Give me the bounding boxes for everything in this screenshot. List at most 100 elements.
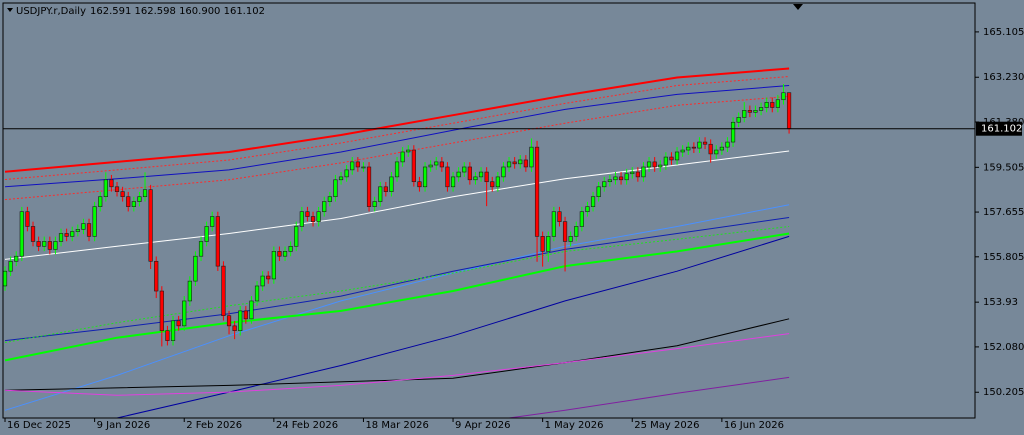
y-tick-label: 165.105 [983, 27, 1024, 38]
candle-body [635, 171, 640, 178]
candle-body [322, 201, 327, 213]
indicator-line [4, 226, 790, 343]
candle-body [590, 196, 596, 207]
candle-body [652, 161, 657, 168]
candle-body [546, 236, 551, 252]
x-tick-label: 24 Feb 2026 [276, 420, 338, 431]
indicator-line [4, 76, 790, 180]
candle-body [434, 161, 439, 166]
candle-body [75, 229, 80, 232]
x-tick-label: 16 Dec 2025 [7, 420, 71, 431]
candle-body [574, 226, 579, 237]
candle-body [674, 151, 680, 161]
candle-body [266, 275, 271, 280]
candle-body [338, 176, 344, 181]
candle-body [456, 171, 461, 178]
candle-body [232, 325, 237, 331]
indicator-line [4, 217, 790, 342]
candle-body [691, 146, 696, 149]
candle-body [473, 176, 478, 181]
candle-body [350, 161, 355, 171]
y-tick-label: 157.655 [983, 207, 1024, 218]
candle-body [42, 241, 47, 247]
candle-body [260, 275, 265, 287]
candle-body [86, 223, 92, 237]
candle-body [663, 156, 668, 166]
candle-body [114, 186, 120, 192]
candle-body [159, 290, 164, 331]
x-tick-label: 9 Apr 2026 [455, 420, 510, 431]
candle-body [764, 102, 769, 108]
candle-body [529, 146, 534, 168]
candle-body [641, 166, 646, 178]
candle-body [383, 186, 388, 192]
candle-body [310, 216, 316, 222]
candle-body [714, 149, 719, 155]
candle-body [238, 310, 243, 331]
candle-body [131, 201, 136, 207]
candle-body [366, 166, 372, 207]
candle-body [103, 179, 108, 198]
candle-body [747, 110, 752, 113]
candle-body [226, 315, 232, 327]
x-tick-label: 1 May 2026 [545, 420, 604, 431]
candle-body [478, 171, 484, 178]
candle-body [450, 176, 456, 188]
candle-body [719, 146, 724, 151]
x-tick-label: 2 Feb 2026 [186, 420, 242, 431]
last-price-box [976, 121, 1022, 136]
candle-body [501, 166, 506, 178]
candle-body [137, 196, 142, 202]
candle-body [25, 211, 30, 227]
candle-body [394, 161, 400, 178]
chart-title: USDJPY.r,Daily [16, 6, 86, 17]
candle-body [176, 320, 181, 327]
ohlc-readout: 162.591 162.598 160.900 161.102 [90, 6, 265, 17]
indicator-line [4, 318, 790, 391]
candle-body [786, 92, 792, 130]
candle-body [758, 107, 764, 111]
candle-body [30, 226, 36, 242]
candle-body [271, 251, 276, 280]
plot-area [3, 67, 792, 418]
y-tick-label: 163.230 [983, 72, 1024, 83]
candle-body [58, 233, 64, 242]
candle-body [534, 146, 540, 237]
candle-body [154, 260, 159, 292]
candle-body [618, 176, 624, 181]
candle-body [210, 216, 215, 227]
candle-body [551, 211, 556, 237]
candle-body [361, 166, 366, 169]
indicator-line [4, 150, 790, 260]
candle-body [333, 179, 338, 198]
candle-body [327, 196, 332, 202]
candle-body [702, 141, 708, 145]
y-tick-label: 159.505 [983, 162, 1024, 173]
candle-body [355, 161, 360, 168]
candle-body [198, 241, 204, 257]
candle-body [484, 171, 489, 183]
candle-body [215, 216, 220, 267]
candle-body [282, 251, 288, 257]
indicator-line [4, 85, 790, 188]
indicator-line [508, 376, 790, 418]
candle-body [406, 149, 411, 153]
indicator-line [4, 232, 790, 362]
candle-body [120, 191, 125, 198]
x-tick-label: 16 Jun 2026 [724, 420, 784, 431]
candle-body [243, 310, 248, 320]
indicator-line [4, 95, 790, 201]
last-price-label: 161.102 [981, 124, 1022, 135]
y-tick-label: 152.080 [983, 342, 1024, 353]
candle-body [439, 161, 444, 168]
candle-body [523, 159, 528, 168]
candle-body [512, 161, 517, 165]
candle-body [3, 270, 8, 287]
candle-body [400, 151, 405, 163]
plot-frame [2, 2, 976, 419]
candle-body [579, 211, 584, 227]
candle-body [562, 221, 568, 242]
candle-body [781, 92, 786, 101]
candle-body [708, 143, 713, 155]
candle-body [148, 189, 153, 262]
